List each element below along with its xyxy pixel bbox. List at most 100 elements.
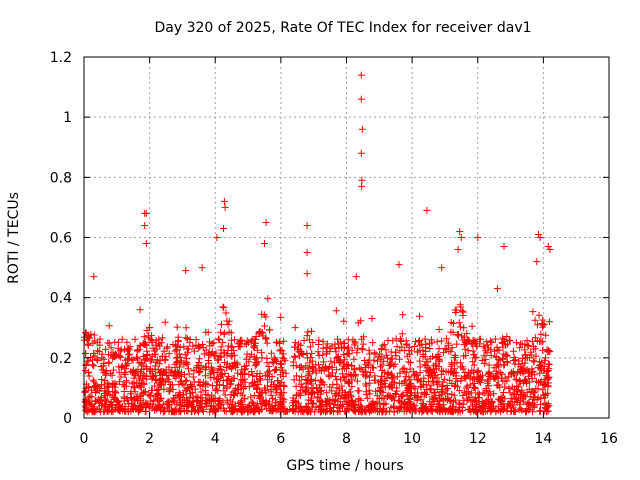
data-point bbox=[259, 332, 267, 340]
data-point bbox=[82, 350, 89, 358]
data-point bbox=[136, 306, 144, 314]
data-point bbox=[186, 399, 194, 407]
data-point bbox=[474, 389, 482, 397]
data-point bbox=[326, 345, 334, 353]
data-point bbox=[398, 330, 406, 338]
data-point bbox=[224, 347, 232, 354]
data-point bbox=[173, 368, 181, 376]
data-point bbox=[197, 388, 205, 396]
x-tick-label: 8 bbox=[342, 431, 351, 447]
data-point bbox=[466, 393, 474, 401]
data-point bbox=[120, 394, 128, 402]
data-point bbox=[393, 373, 401, 381]
data-point bbox=[104, 339, 112, 347]
data-point bbox=[358, 176, 366, 184]
data-point bbox=[507, 368, 515, 376]
data-point bbox=[188, 388, 196, 396]
data-point bbox=[323, 389, 331, 397]
data-point bbox=[170, 371, 178, 379]
data-point bbox=[276, 382, 284, 390]
data-point bbox=[252, 354, 260, 362]
data-point bbox=[326, 383, 334, 391]
data-point bbox=[101, 377, 109, 385]
data-point bbox=[454, 246, 462, 253]
data-point bbox=[378, 372, 386, 380]
data-point bbox=[403, 405, 411, 413]
data-point bbox=[85, 334, 93, 342]
data-point bbox=[242, 362, 250, 370]
data-point bbox=[395, 379, 403, 387]
data-point bbox=[89, 376, 97, 384]
data-point bbox=[501, 374, 509, 382]
data-point bbox=[150, 396, 158, 404]
data-point bbox=[388, 374, 396, 381]
data-point bbox=[263, 339, 271, 347]
data-point bbox=[175, 381, 183, 389]
data-point bbox=[459, 392, 467, 400]
x-tick-label: 12 bbox=[469, 431, 487, 447]
data-point bbox=[348, 397, 356, 405]
data-point bbox=[101, 390, 108, 397]
data-point bbox=[447, 397, 455, 405]
data-point bbox=[199, 341, 206, 348]
data-point bbox=[325, 398, 333, 406]
data-point bbox=[190, 347, 198, 355]
data-point bbox=[173, 342, 181, 350]
data-point bbox=[296, 389, 304, 397]
data-point bbox=[262, 334, 270, 342]
data-point bbox=[529, 308, 537, 316]
data-point bbox=[452, 306, 460, 314]
data-point bbox=[85, 369, 93, 377]
data-point bbox=[540, 381, 548, 388]
data-point bbox=[131, 371, 139, 379]
data-point bbox=[108, 371, 116, 379]
data-point bbox=[339, 370, 346, 378]
data-point bbox=[261, 401, 269, 409]
data-point bbox=[290, 352, 298, 360]
data-point bbox=[102, 345, 110, 353]
data-point bbox=[291, 324, 299, 332]
data-point bbox=[364, 394, 372, 402]
data-point bbox=[377, 363, 384, 371]
data-point bbox=[434, 407, 442, 415]
data-point bbox=[430, 362, 438, 370]
data-point bbox=[484, 376, 492, 384]
data-point bbox=[431, 372, 439, 380]
data-point bbox=[520, 364, 528, 372]
data-point bbox=[258, 349, 266, 357]
data-point bbox=[249, 399, 257, 407]
data-point bbox=[293, 345, 301, 353]
data-point bbox=[303, 332, 311, 340]
data-point bbox=[341, 377, 349, 385]
data-point bbox=[518, 388, 525, 396]
data-point bbox=[435, 345, 443, 353]
data-point bbox=[386, 360, 394, 368]
x-tick-label: 10 bbox=[403, 431, 421, 447]
data-point bbox=[362, 380, 370, 388]
data-point bbox=[142, 240, 150, 247]
data-point bbox=[229, 361, 236, 369]
data-point bbox=[516, 344, 524, 352]
data-point bbox=[351, 372, 359, 380]
data-point bbox=[148, 356, 156, 364]
data-point bbox=[470, 361, 478, 369]
data-point bbox=[427, 401, 435, 409]
data-point bbox=[444, 385, 452, 392]
data-point bbox=[184, 400, 192, 408]
data-point bbox=[523, 366, 531, 374]
data-point bbox=[470, 337, 478, 345]
data-point bbox=[422, 344, 429, 351]
data-point bbox=[116, 353, 124, 361]
data-point bbox=[240, 385, 248, 392]
data-point bbox=[189, 373, 197, 381]
data-point bbox=[176, 353, 184, 361]
data-point bbox=[95, 387, 103, 395]
data-point bbox=[366, 350, 374, 358]
data-point bbox=[408, 389, 416, 397]
data-point bbox=[141, 338, 149, 346]
data-point bbox=[175, 408, 183, 416]
data-point bbox=[173, 323, 181, 331]
data-point bbox=[474, 234, 482, 241]
data-point bbox=[172, 392, 180, 399]
